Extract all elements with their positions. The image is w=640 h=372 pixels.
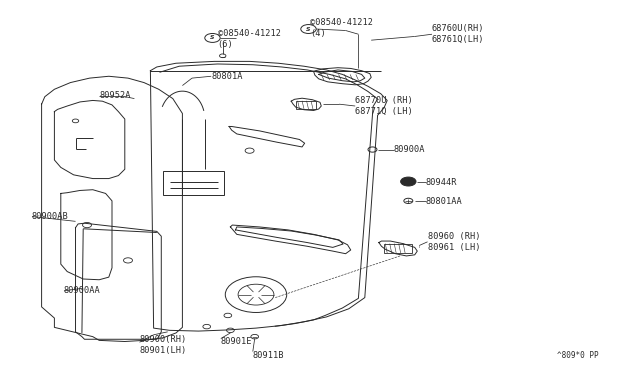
Text: 68760U(RH)
68761Q(LH): 68760U(RH) 68761Q(LH)	[432, 24, 484, 44]
Text: 80900(RH)
80901(LH): 80900(RH) 80901(LH)	[140, 335, 187, 355]
Text: ©08540-41212
(6): ©08540-41212 (6)	[218, 29, 280, 49]
Text: 80801AA: 80801AA	[426, 197, 462, 206]
Text: 80900AB: 80900AB	[32, 212, 68, 221]
Circle shape	[401, 177, 416, 186]
Bar	[384, 244, 412, 253]
Bar	[163, 171, 224, 195]
Text: 80960 (RH)
80961 (LH): 80960 (RH) 80961 (LH)	[428, 232, 480, 252]
Text: ©08540-41212
(4): ©08540-41212 (4)	[310, 18, 373, 38]
Text: 80911B: 80911B	[253, 351, 284, 360]
Text: ^809*0 PP: ^809*0 PP	[557, 351, 598, 360]
Text: S: S	[210, 35, 215, 41]
Text: 80900A: 80900A	[394, 145, 425, 154]
Text: 80901E: 80901E	[221, 337, 252, 346]
Text: 80801A: 80801A	[211, 72, 243, 81]
Text: 80952A: 80952A	[99, 92, 131, 100]
Text: 80900AA: 80900AA	[64, 286, 100, 295]
Bar	[296, 101, 316, 109]
Text: 68770U (RH)
68771Q (LH): 68770U (RH) 68771Q (LH)	[355, 96, 413, 116]
Text: 80944R: 80944R	[426, 178, 457, 187]
Text: S: S	[306, 26, 311, 32]
